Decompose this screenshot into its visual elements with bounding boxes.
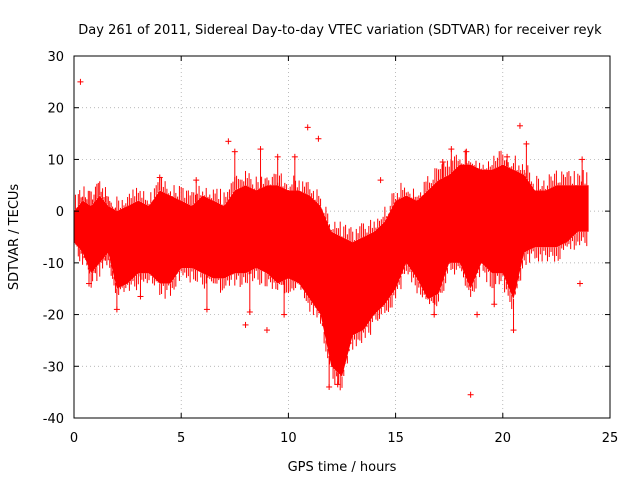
outlier-point: [263, 327, 270, 334]
outlier-point: [291, 153, 298, 191]
outlier-point: [491, 273, 498, 308]
y-tick-label: -30: [43, 360, 64, 375]
y-axis-label: SDTVAR / TECUs: [7, 184, 22, 291]
outlier-point: [193, 177, 200, 202]
outlier-point: [315, 135, 322, 142]
outlier-point: [377, 177, 384, 184]
y-tick-label: 20: [47, 102, 64, 117]
outlier-point: [203, 275, 210, 313]
y-tick-label: 0: [56, 205, 64, 220]
outlier-point: [579, 156, 586, 186]
x-axis-label: GPS time / hours: [288, 460, 397, 475]
outlier-point: [523, 140, 530, 179]
y-axis-ticks: -40 -30 -20 -10 0 10 20 30: [43, 50, 610, 427]
outlier-point: [274, 153, 281, 186]
outlier-point: [246, 271, 253, 315]
x-axis-ticks: 0 5 10 15 20 25: [70, 56, 618, 446]
outlier-point: [231, 148, 238, 191]
outlier-point: [281, 280, 288, 318]
outlier-point: [77, 78, 84, 85]
outlier-point: [516, 122, 523, 129]
outlier-point: [326, 355, 333, 390]
outlier-point: [156, 174, 163, 191]
outlier-point: [334, 372, 341, 388]
outlier-point: [463, 148, 470, 165]
outlier-point: [448, 146, 455, 173]
y-tick-label: -20: [43, 309, 64, 324]
outlier-point: [225, 138, 232, 145]
x-tick-label: 0: [70, 431, 78, 446]
outlier-point: [242, 321, 249, 328]
outlier-point: [474, 311, 481, 318]
x-tick-label: 5: [177, 431, 185, 446]
y-tick-label: 30: [47, 50, 64, 65]
chart-title: Day 261 of 2011, Sidereal Day-to-day VTE…: [78, 23, 602, 38]
x-tick-label: 25: [602, 431, 619, 446]
y-tick-label: 10: [47, 153, 64, 168]
y-tick-label: -10: [43, 257, 64, 272]
outlier-point: [86, 268, 93, 287]
outlier-point: [467, 391, 474, 398]
outlier-point: [431, 295, 438, 318]
x-tick-label: 10: [280, 431, 297, 446]
data-band: [74, 164, 589, 377]
data-points: [73, 78, 589, 398]
plot-frame: [73, 55, 611, 419]
outlier-point: [304, 124, 311, 131]
y-tick-label: -40: [43, 412, 64, 427]
outlier-point: [81, 249, 88, 256]
outlier-point: [439, 159, 446, 179]
outlier-point: [137, 273, 144, 300]
x-tick-label: 15: [387, 431, 404, 446]
outlier-point: [510, 299, 517, 334]
outlier-point: [576, 280, 583, 287]
outlier-point: [504, 153, 511, 167]
outlier-point: [257, 146, 264, 189]
x-tick-label: 20: [495, 431, 512, 446]
outlier-point: [113, 288, 120, 313]
